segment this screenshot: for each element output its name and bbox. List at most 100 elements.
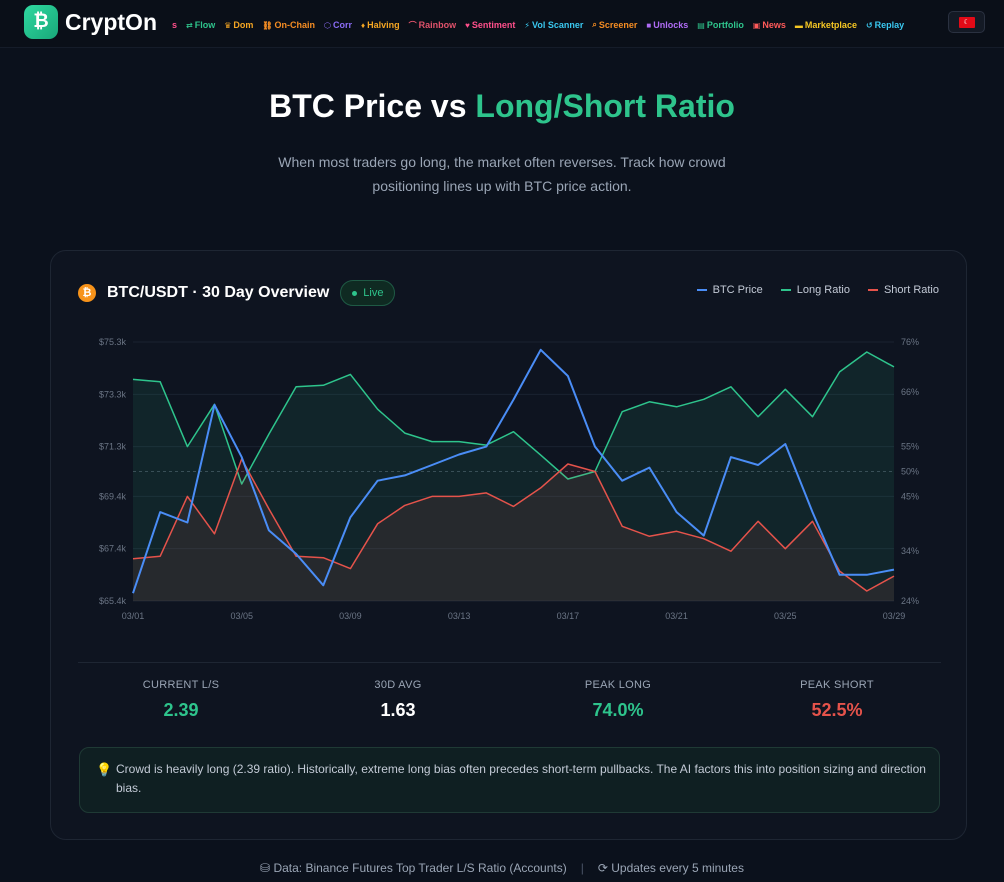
nav-item-flow[interactable]: ⇄ Flow bbox=[186, 17, 215, 33]
live-dot-icon bbox=[352, 290, 358, 296]
y-left-tick-label: $75.3k bbox=[99, 337, 127, 347]
nav-item-label: s bbox=[172, 20, 178, 30]
x-tick-label: 03/09 bbox=[339, 611, 362, 621]
footer-update: ⟳ Updates every 5 minutes bbox=[598, 861, 744, 875]
legend-item[interactable]: Long Ratio bbox=[780, 284, 850, 296]
footer-separator: | bbox=[580, 861, 584, 875]
stat-label: CURRENT L/S bbox=[142, 679, 220, 691]
x-tick-label: 03/21 bbox=[665, 611, 688, 621]
footer: ⛁ Data: Binance Futures Top Trader L/S R… bbox=[0, 861, 1004, 875]
legend-item[interactable]: Short Ratio bbox=[867, 284, 939, 296]
nav-item-rainbow[interactable]: ⌒ Rainbow bbox=[409, 17, 457, 33]
turkey-flag-icon: ☾ bbox=[958, 16, 975, 28]
legend-label: Short Ratio bbox=[883, 284, 939, 296]
x-tick-label: 03/25 bbox=[774, 611, 797, 621]
y-left-tick-label: $71.3k bbox=[99, 442, 127, 452]
nav-item-label: Portfolio bbox=[706, 20, 744, 30]
nav-icon: ⛓ bbox=[262, 20, 273, 30]
nav-icon: ♥ bbox=[465, 20, 470, 30]
nav-item-label: Screener bbox=[598, 20, 638, 30]
nav-item-label: Halving bbox=[367, 20, 400, 30]
nav-menu: s ⇄ Flow ♛ Dom ⛓ On-Chain ⬡ Corr ♦ Halving ⌒ Rainbow… bbox=[172, 17, 948, 33]
brand-logo-icon[interactable]: ₿ bbox=[24, 5, 58, 39]
nav-item-corr[interactable]: ⬡ Corr bbox=[324, 17, 352, 33]
nav-icon: ♛ bbox=[224, 20, 232, 30]
insight-box: 💡 Crowd is heavily long (2.39 ratio). Hi… bbox=[79, 747, 940, 813]
y-right-tick-label: 24% bbox=[901, 596, 919, 606]
nav-item-label: On-Chain bbox=[274, 20, 316, 30]
legend-swatch bbox=[696, 289, 707, 291]
nav-item-label: Vol Scanner bbox=[532, 20, 584, 30]
nav-icon: ⌒ bbox=[408, 20, 417, 30]
y-right-tick-label: 55% bbox=[901, 442, 919, 452]
chart-legend: BTC Price Long Ratio Short Ratio bbox=[696, 284, 939, 296]
nav-item-news[interactable]: ▣ News bbox=[753, 17, 786, 33]
x-tick-label: 03/05 bbox=[230, 611, 253, 621]
language-selector-button[interactable]: ☾ bbox=[948, 11, 985, 33]
nav-icon: ⌕ bbox=[592, 20, 597, 29]
stat-peak-long: PEAK LONG 74.0% bbox=[528, 679, 708, 721]
nav-item-on-chain[interactable]: ⛓ On-Chain bbox=[262, 17, 315, 33]
nav-item-s[interactable]: s bbox=[172, 17, 177, 33]
legend-label: Long Ratio bbox=[796, 284, 850, 296]
y-right-tick-label: 45% bbox=[901, 491, 919, 501]
lightbulb-icon: 💡 bbox=[96, 762, 113, 777]
live-badge: Live bbox=[340, 280, 396, 306]
nav-item-dom[interactable]: ♛ Dom bbox=[224, 17, 253, 33]
nav-item-label: Corr bbox=[333, 20, 353, 30]
nav-item-label: Sentiment bbox=[471, 20, 516, 30]
nav-icon: ▣ bbox=[752, 20, 761, 30]
y-left-tick-label: $65.4k bbox=[99, 596, 127, 606]
y-left-tick-label: $67.4k bbox=[99, 544, 127, 554]
nav-item-screener[interactable]: ⌕ Screener bbox=[592, 17, 637, 33]
nav-icon: ↺ bbox=[865, 20, 873, 30]
nav-item-unlocks[interactable]: ■ Unlocks bbox=[646, 17, 688, 33]
live-label: Live bbox=[363, 287, 384, 299]
refresh-icon: ⟳ bbox=[597, 861, 608, 875]
stat-peak-short: PEAK SHORT 52.5% bbox=[747, 679, 927, 721]
series-line-short-ratio bbox=[132, 458, 895, 592]
nav-item-label: Rainbow bbox=[418, 20, 457, 30]
nav-item-replay[interactable]: ↺ Replay bbox=[866, 17, 904, 33]
legend-item[interactable]: BTC Price bbox=[696, 284, 763, 296]
nav-item-vol-scanner[interactable]: ⚡ Vol Scanner bbox=[524, 17, 583, 33]
legend-label: BTC Price bbox=[712, 284, 763, 296]
y-left-tick-label: $73.3k bbox=[99, 389, 127, 399]
nav-item-label: Dom bbox=[233, 20, 254, 30]
y-right-tick-label: 76% bbox=[901, 337, 919, 347]
title-accent: Long/Short Ratio bbox=[475, 88, 735, 124]
nav-item-halving[interactable]: ♦ Halving bbox=[361, 17, 400, 33]
stat-value: 52.5% bbox=[811, 700, 863, 720]
series-line-long-ratio bbox=[132, 351, 895, 485]
chart-card: ₿ BTC/USDT · 30 Day Overview Live BTC Pr… bbox=[50, 250, 967, 840]
title-main: BTC Price vs bbox=[269, 88, 476, 124]
insight-text: Crowd is heavily long (2.39 ratio). Hist… bbox=[116, 762, 926, 795]
nav-item-marketplace[interactable]: ▬ Marketplace bbox=[795, 17, 857, 33]
series-line-btc-price bbox=[132, 348, 895, 594]
price-ratio-chart[interactable]: $65.4k $67.4k $69.4k $71.3k $73.3k $75.3k 24% 3… bbox=[51, 251, 968, 651]
y-right-tick-label: 34% bbox=[901, 546, 919, 556]
stat-label: PEAK LONG bbox=[584, 679, 652, 691]
nav-item-label: Marketplace bbox=[804, 20, 857, 30]
card-title: BTC/USDT · 30 Day Overview bbox=[107, 284, 330, 301]
stat-current-l-s: CURRENT L/S 2.39 bbox=[91, 679, 271, 721]
brand-name[interactable]: CryptOn bbox=[65, 9, 157, 35]
y-left-tick-label: $69.4k bbox=[99, 491, 127, 501]
nav-item-portfolio[interactable]: ▤ Portfolio bbox=[697, 17, 744, 33]
bitcoin-icon: ₿ bbox=[78, 284, 96, 302]
nav-icon: ⚡ bbox=[524, 20, 531, 30]
x-tick-label: 03/17 bbox=[557, 611, 580, 621]
nav-icon: ▤ bbox=[697, 20, 705, 30]
stat-label: 30D AVG bbox=[374, 679, 422, 691]
nav-icon: ▬ bbox=[794, 20, 803, 30]
stat-label: PEAK SHORT bbox=[800, 679, 874, 691]
series-area-short-ratio bbox=[133, 459, 894, 601]
footer-update-text: Updates every 5 minutes bbox=[611, 861, 744, 875]
legend-swatch bbox=[780, 289, 791, 291]
footer-source-text: Data: Binance Futures Top Trader L/S Rat… bbox=[273, 861, 567, 875]
nav-item-sentiment[interactable]: ♥ Sentiment bbox=[465, 17, 515, 33]
x-tick-label: 03/29 bbox=[883, 611, 906, 621]
page-subtitle: When most traders go long, the market of… bbox=[278, 154, 726, 194]
nav-item-label: Unlocks bbox=[653, 20, 689, 30]
database-icon: ⛁ bbox=[260, 861, 271, 875]
